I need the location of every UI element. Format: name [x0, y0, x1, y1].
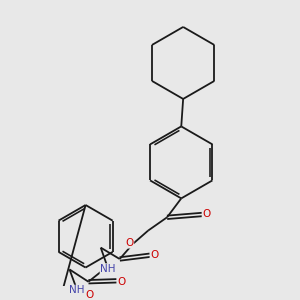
Text: O: O [117, 277, 125, 287]
Text: O: O [150, 250, 158, 260]
Text: O: O [202, 209, 211, 220]
Text: O: O [86, 290, 94, 300]
Text: NH: NH [100, 264, 116, 274]
Text: NH: NH [69, 285, 85, 295]
Text: O: O [125, 238, 134, 248]
